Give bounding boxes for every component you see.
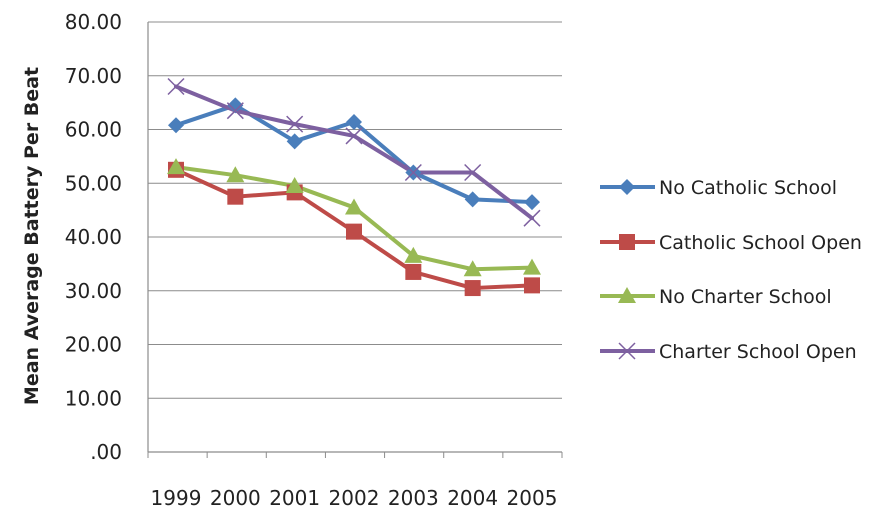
x-marker-stroke — [404, 163, 422, 182]
legend-label: No Charter School — [659, 286, 832, 308]
data-point — [168, 117, 184, 134]
data-point — [346, 113, 362, 130]
x-marker-stroke — [167, 77, 185, 96]
data-point — [346, 223, 362, 240]
data-point — [345, 127, 363, 145]
data-point — [524, 277, 540, 294]
data-point — [286, 133, 303, 150]
legend-marker — [618, 342, 636, 360]
y-tick-labels: .00 10.00 20.00 30.00 40.00 50.00 60.00 70.00 80… — [65, 10, 122, 464]
x-tick-labels: 1999 2000 2001 2002 2003 2004 2005 — [151, 486, 558, 510]
x-marker-stroke — [226, 102, 244, 120]
x-marker-stroke — [286, 115, 304, 133]
legend-item: Charter School Open — [600, 341, 857, 363]
y-tick-label: 20.00 — [65, 333, 122, 357]
x-marker-stroke — [464, 163, 482, 182]
x-tick-label: 2003 — [388, 486, 439, 510]
legend-marker — [618, 287, 636, 303]
data-point — [524, 194, 540, 211]
data-point — [286, 115, 304, 133]
y-tick-label: 30.00 — [65, 279, 122, 303]
data-point — [404, 246, 423, 263]
y-tick-label: 60.00 — [65, 118, 122, 142]
x-tick-label: 1999 — [151, 486, 202, 510]
data-point — [464, 191, 481, 208]
x-tick-label: 2002 — [329, 486, 380, 510]
data-point — [464, 280, 481, 297]
data-point — [464, 163, 482, 182]
data-point — [345, 198, 363, 215]
y-tick-label: 10.00 — [65, 386, 122, 410]
legend-label: No Catholic School — [659, 177, 837, 199]
data-point — [227, 97, 244, 114]
legend-marker — [619, 234, 635, 250]
y-axis-label: Mean Average Battery Per Beat — [21, 67, 43, 405]
data-point — [227, 188, 244, 205]
y-tick-label: .00 — [90, 440, 122, 464]
x-marker-stroke — [523, 209, 541, 227]
data-point — [226, 102, 244, 120]
data-point — [523, 258, 541, 275]
legend-marker — [619, 179, 635, 195]
legend-item: Catholic School Open — [600, 232, 862, 254]
legend-item: No Charter School — [600, 286, 832, 308]
x-tick-label: 2004 — [447, 486, 498, 510]
x-tick-label: 2005 — [507, 486, 558, 510]
gridlines — [148, 21, 562, 399]
axes — [147, 22, 563, 458]
y-tick-label: 40.00 — [65, 225, 122, 249]
legend: No Catholic School Catholic School Open No… — [600, 177, 862, 363]
x-marker-stroke — [618, 342, 636, 360]
data-point — [463, 260, 482, 277]
legend-label: Catholic School Open — [659, 232, 862, 254]
legend-item: No Catholic School — [600, 177, 837, 199]
y-tick-label: 50.00 — [65, 171, 122, 195]
data-point — [167, 158, 185, 175]
data-point — [523, 209, 541, 227]
data-point — [404, 163, 422, 182]
y-tick-label: 80.00 — [65, 10, 122, 34]
series-markers — [167, 77, 541, 297]
data-point — [405, 263, 422, 280]
x-tick-label: 2001 — [269, 486, 320, 510]
data-point — [167, 77, 185, 96]
x-marker-stroke — [345, 127, 363, 145]
legend-label: Charter School Open — [659, 341, 857, 363]
series-line — [174, 165, 534, 272]
y-tick-label: 70.00 — [65, 64, 122, 88]
x-tick-label: 2000 — [210, 486, 261, 510]
data-point — [226, 166, 245, 183]
data-point — [285, 176, 304, 193]
